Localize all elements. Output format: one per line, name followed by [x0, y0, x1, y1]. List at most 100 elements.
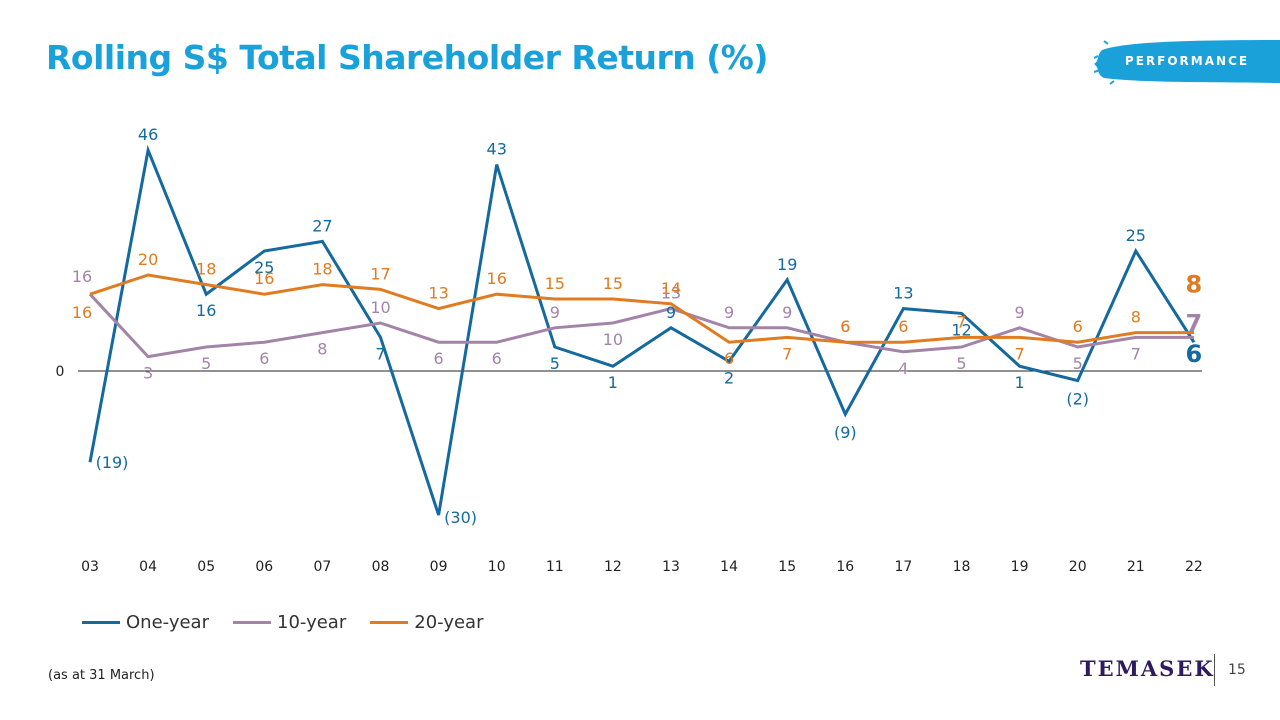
data-label-one-year: 25: [254, 258, 274, 277]
temasek-logo: TEMASEK: [1080, 656, 1215, 681]
data-label-one-year: (30): [444, 508, 477, 527]
section-badge: PERFORMANCE: [1094, 36, 1280, 86]
series-line-one-year: [88, 144, 1196, 516]
x-tick-label: 11: [546, 559, 564, 575]
x-tick-label: 17: [894, 559, 912, 575]
axis-layer: 003 04 05 06 07 08 09 10 11 12 13 14 15 16 17 18 19 20 21 2…: [56, 364, 1203, 575]
brush-stroke-background: [1094, 40, 1280, 85]
data-label-20-year: 20: [138, 250, 158, 269]
data-label-one-year: 1: [608, 373, 618, 392]
data-label-10-year: 10: [370, 298, 390, 317]
data-label-one-year: 5: [550, 354, 560, 373]
x-tick-label: 12: [604, 559, 622, 575]
data-label-one-year: 12: [951, 320, 971, 339]
x-tick-label: 04: [139, 559, 157, 575]
series-line-20-year: [89, 273, 1194, 344]
x-tick-label: 10: [488, 559, 506, 575]
data-label-one-year: 16: [196, 301, 216, 320]
data-label-20-year: 6: [724, 349, 734, 368]
x-tick-label: 16: [836, 559, 854, 575]
data-label-10-year: 7: [1131, 344, 1141, 363]
legend-swatch-10-year: [233, 621, 271, 624]
line-chart: 003 04 05 06 07 08 09 10 11 12 13 14 15 16 17 18 19 20 21 2…: [56, 125, 1203, 575]
data-label-10-year: 3: [143, 364, 153, 383]
data-label-20-year: 7: [782, 344, 792, 363]
series-layer: [88, 144, 1196, 516]
x-tick-label: 05: [197, 559, 215, 575]
data-label-one-year: (9): [834, 423, 857, 442]
data-label-20-year: 13: [428, 284, 448, 303]
data-label-one-year: 19: [777, 255, 797, 274]
data-label-20-year: 16: [487, 269, 507, 288]
legend-label-10-year: 10-year: [277, 612, 347, 633]
final-value-label-20-year: 8: [1186, 271, 1203, 299]
data-label-one-year: 9: [666, 303, 676, 322]
data-label-10-year: 10: [603, 330, 623, 349]
data-label-20-year: 15: [545, 274, 565, 293]
footnote: (as at 31 March): [48, 668, 155, 683]
data-label-20-year: 16: [72, 303, 92, 322]
label-layer: (19)461625277(30)43519219(9)13121(2)2516…: [72, 125, 1202, 527]
x-tick-label: 03: [81, 559, 99, 575]
data-label-10-year: 9: [782, 303, 792, 322]
x-tick-label: 22: [1185, 559, 1203, 575]
x-tick-label: 18: [953, 559, 971, 575]
chart-legend: One-year 10-year 20-year: [82, 612, 484, 633]
data-label-10-year: 9: [724, 303, 734, 322]
data-label-10-year: 9: [1015, 303, 1025, 322]
x-tick-label: 14: [720, 559, 738, 575]
x-tick-label: 08: [372, 559, 390, 575]
data-label-one-year: (19): [96, 453, 129, 472]
x-tick-label: 20: [1069, 559, 1087, 575]
data-label-10-year: 16: [72, 267, 92, 286]
data-label-10-year: 5: [201, 354, 211, 373]
data-label-one-year: 13: [893, 284, 913, 303]
data-label-10-year: 4: [898, 359, 908, 378]
x-tick-label: 06: [255, 559, 273, 575]
x-tick-label: 19: [1011, 559, 1029, 575]
data-label-10-year: 5: [1073, 354, 1083, 373]
data-label-20-year: 18: [312, 260, 332, 279]
data-label-20-year: 14: [661, 279, 681, 298]
data-label-20-year: 7: [956, 312, 966, 331]
data-label-10-year: 9: [550, 303, 560, 322]
data-label-10-year: 6: [434, 349, 444, 368]
series-line-10-year: [88, 293, 1194, 359]
x-tick-label: 07: [313, 559, 331, 575]
legend-item-20-year: 20-year: [370, 612, 484, 633]
zero-tick-label: 0: [56, 364, 65, 380]
data-label-10-year: 6: [840, 317, 850, 336]
final-value-label-10-year: 7: [1186, 309, 1203, 337]
data-label-20-year: 6: [840, 317, 850, 336]
x-tick-label: 09: [430, 559, 448, 575]
footer-divider: [1214, 654, 1215, 686]
data-label-one-year: 27: [312, 216, 332, 235]
data-label-one-year: 43: [487, 140, 507, 159]
legend-swatch-20-year: [370, 621, 409, 624]
data-label-10-year: 5: [956, 354, 966, 373]
data-label-one-year: (2): [1066, 390, 1089, 409]
data-label-20-year: 6: [898, 317, 908, 336]
page-number: 15: [1228, 662, 1246, 678]
data-label-one-year: 46: [138, 125, 158, 144]
data-label-one-year: 2: [724, 368, 734, 387]
data-label-10-year: 6: [259, 349, 269, 368]
final-value-label-one-year: 6: [1186, 340, 1203, 368]
data-label-20-year: 18: [196, 260, 216, 279]
data-label-20-year: 7: [1015, 344, 1025, 363]
data-label-one-year: 7: [375, 344, 385, 363]
legend-swatch-one-year: [82, 621, 120, 624]
data-label-20-year: 8: [1131, 308, 1141, 327]
data-label-one-year: 1: [1015, 373, 1025, 392]
data-label-20-year: 6: [1073, 317, 1083, 336]
legend-item-10-year: 10-year: [233, 612, 346, 633]
data-label-20-year: 15: [603, 274, 623, 293]
data-label-10-year: 6: [492, 349, 502, 368]
legend-label-one-year: One-year: [126, 612, 209, 633]
x-tick-label: 21: [1127, 559, 1145, 575]
data-label-10-year: 8: [317, 340, 327, 359]
data-label-20-year: 16: [254, 269, 274, 288]
x-tick-label: 13: [662, 559, 680, 575]
data-label-10-year: 13: [661, 284, 681, 303]
data-label-20-year: 17: [370, 264, 390, 283]
